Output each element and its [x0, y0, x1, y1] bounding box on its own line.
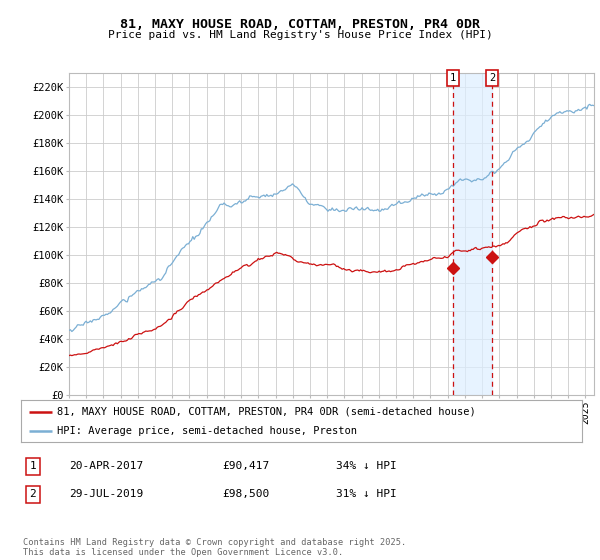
Text: HPI: Average price, semi-detached house, Preston: HPI: Average price, semi-detached house,… [58, 426, 358, 436]
Text: Contains HM Land Registry data © Crown copyright and database right 2025.
This d: Contains HM Land Registry data © Crown c… [23, 538, 406, 557]
Text: 34% ↓ HPI: 34% ↓ HPI [336, 461, 397, 472]
Text: 1: 1 [450, 73, 456, 83]
Text: 2: 2 [29, 489, 37, 500]
Text: 29-JUL-2019: 29-JUL-2019 [69, 489, 143, 500]
Bar [453, 73, 492, 395]
Text: £90,417: £90,417 [222, 461, 269, 472]
Text: Price paid vs. HM Land Registry's House Price Index (HPI): Price paid vs. HM Land Registry's House … [107, 30, 493, 40]
Text: 20-APR-2017: 20-APR-2017 [69, 461, 143, 472]
Text: 2: 2 [489, 73, 495, 83]
Text: 1: 1 [29, 461, 37, 472]
Text: 81, MAXY HOUSE ROAD, COTTAM, PRESTON, PR4 0DR: 81, MAXY HOUSE ROAD, COTTAM, PRESTON, PR… [120, 18, 480, 31]
Text: 81, MAXY HOUSE ROAD, COTTAM, PRESTON, PR4 0DR (semi-detached house): 81, MAXY HOUSE ROAD, COTTAM, PRESTON, PR… [58, 407, 476, 417]
Text: 31% ↓ HPI: 31% ↓ HPI [336, 489, 397, 500]
Text: £98,500: £98,500 [222, 489, 269, 500]
